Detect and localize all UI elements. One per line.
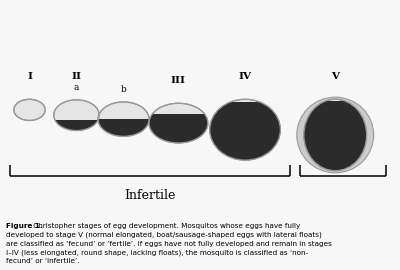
Bar [145, 114, 212, 144]
Ellipse shape [149, 103, 208, 143]
Text: Infertile: Infertile [124, 189, 176, 202]
Ellipse shape [304, 99, 367, 171]
Text: II: II [72, 72, 82, 81]
Text: III: III [171, 76, 186, 85]
Text: Figure 1.: Figure 1. [6, 223, 43, 229]
Text: are classified as ‘fecund’ or ‘fertile’. If eggs have not fully developed and re: are classified as ‘fecund’ or ‘fertile’.… [6, 241, 332, 247]
Ellipse shape [14, 99, 45, 120]
Text: developed to stage V (normal elongated, boat/sausage-shaped eggs with lateral fl: developed to stage V (normal elongated, … [6, 232, 322, 238]
Ellipse shape [304, 99, 367, 171]
Text: fecund’ or ‘infertile’.: fecund’ or ‘infertile’. [6, 258, 80, 264]
Ellipse shape [210, 99, 280, 160]
Bar [94, 119, 153, 138]
Text: I: I [27, 72, 32, 81]
Bar [206, 102, 284, 161]
Text: a: a [74, 83, 79, 92]
Bar [300, 101, 370, 172]
Text: V: V [331, 72, 339, 81]
Ellipse shape [54, 100, 99, 130]
Ellipse shape [98, 102, 149, 136]
Ellipse shape [149, 103, 208, 143]
Text: Christopher stages of egg development. Mosquitos whose eggs have fully: Christopher stages of egg development. M… [31, 223, 300, 229]
Text: IV: IV [238, 72, 252, 81]
Ellipse shape [210, 99, 280, 160]
Text: I–IV (less elongated, round shape, lacking floats), the mosquito is classified a: I–IV (less elongated, round shape, lacki… [6, 249, 308, 256]
Ellipse shape [98, 102, 149, 136]
Ellipse shape [297, 97, 374, 173]
Text: b: b [121, 85, 126, 94]
Ellipse shape [54, 100, 99, 130]
Bar [50, 120, 103, 132]
